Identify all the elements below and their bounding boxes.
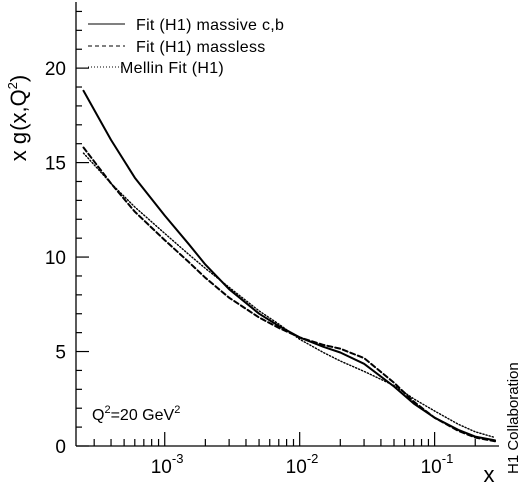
- x-ticks: 10-3 10-2 10-1: [93, 432, 476, 478]
- y-tick-label: 0: [55, 437, 66, 458]
- y-tick-label: 10: [45, 248, 66, 269]
- series-line-dashed: [82, 146, 496, 443]
- legend-label-mellin: Mellin Fit (H1): [120, 60, 224, 77]
- series-line-dotted: [82, 152, 496, 439]
- x-tick-label: 10-1: [421, 451, 454, 478]
- y-tick-label: 5: [55, 343, 66, 364]
- y-ticks: 0 5 10 15 20: [45, 10, 89, 458]
- y-axis-label: x g(x,Q2): [5, 75, 31, 161]
- q2-annotation: Q2=20 GeV2: [92, 404, 180, 424]
- legend-label-massless: Fit (H1) massless: [136, 39, 266, 56]
- x-tick-label: 10-2: [286, 451, 319, 478]
- y-tick-label: 15: [45, 154, 66, 175]
- legend: Fit (H1) massive c,b Fit (H1) massless M…: [88, 17, 284, 77]
- collaboration-label: H1 Collaboration: [505, 362, 520, 474]
- y-tick-label: 20: [45, 59, 66, 80]
- x-axis-label: x: [484, 462, 495, 487]
- x-tick-label: 10-3: [151, 451, 184, 478]
- legend-label-massive: Fit (H1) massive c,b: [136, 17, 284, 34]
- curves: [82, 89, 496, 443]
